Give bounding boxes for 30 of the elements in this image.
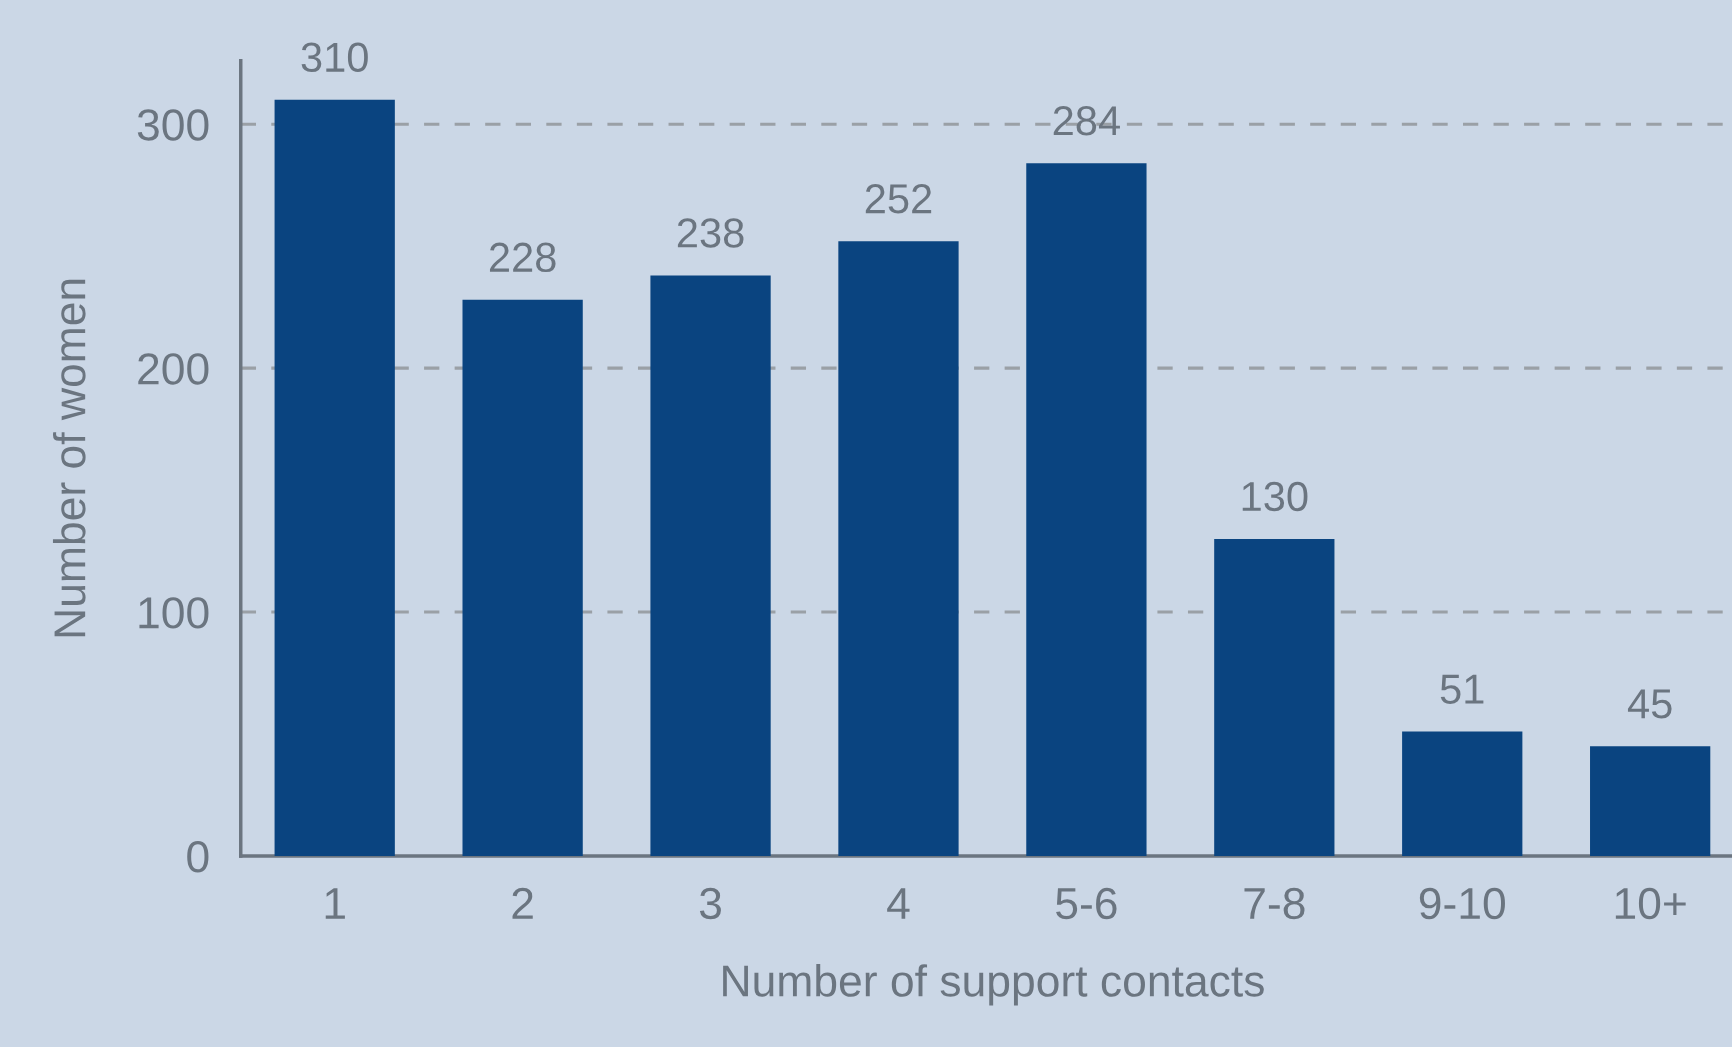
bar (1402, 731, 1523, 857)
x-tick-label: 1 (325, 888, 345, 919)
bar (1214, 538, 1335, 857)
y-tick-label: 300 (137, 109, 209, 141)
x-axis-title: Number of support contacts (723, 964, 1264, 1006)
x-tick-label: 2 (512, 887, 533, 919)
y-axis-title: Number of women (52, 279, 86, 637)
data-label: 130 (1242, 481, 1308, 512)
bar (274, 99, 395, 857)
data-label: 284 (1053, 106, 1120, 136)
data-label: 51 (1440, 674, 1484, 704)
y-tick-label: 200 (138, 353, 209, 385)
bar (838, 241, 959, 857)
data-label: 238 (677, 218, 744, 248)
data-label: 45 (1627, 689, 1672, 719)
y-tick-label: 0 (187, 841, 209, 873)
bar (650, 275, 771, 857)
bar (1590, 746, 1711, 857)
bar (1026, 163, 1147, 857)
x-tick-label: 9-10 (1419, 887, 1505, 920)
x-tick-label: 4 (887, 888, 910, 919)
x-tick-label: 3 (699, 887, 721, 920)
data-label: 310 (301, 42, 368, 73)
x-tick-label: 5-6 (1056, 887, 1117, 920)
data-label: 252 (865, 184, 932, 214)
bar (462, 299, 583, 857)
x-tick-label: 7-8 (1244, 887, 1305, 920)
x-tick-label: 10+ (1615, 887, 1686, 920)
data-label: 228 (489, 242, 556, 273)
y-tick-label: 100 (139, 597, 209, 629)
